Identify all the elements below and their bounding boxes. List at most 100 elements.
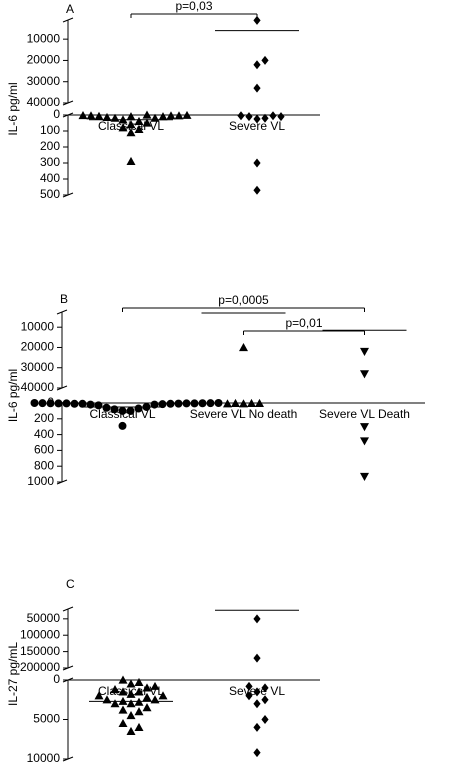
data-point — [261, 715, 269, 724]
data-point — [174, 111, 184, 120]
data-point — [134, 722, 144, 731]
data-point — [239, 342, 248, 352]
data-point — [253, 722, 261, 732]
data-point — [126, 406, 135, 415]
data-point — [126, 699, 136, 708]
data-point — [118, 705, 128, 714]
data-point — [78, 399, 87, 408]
data-point — [142, 692, 152, 701]
data-point — [94, 401, 103, 410]
data-point — [261, 695, 269, 705]
data-point — [134, 124, 144, 133]
data-point — [261, 683, 269, 693]
data-point — [126, 120, 136, 129]
data-point — [253, 114, 261, 124]
data-point — [118, 718, 128, 728]
data-point — [360, 370, 369, 379]
y-tick-label: 20000 — [21, 340, 55, 354]
y-tick-label: 50000 — [27, 611, 61, 625]
data-point — [78, 110, 88, 120]
data-point — [134, 677, 144, 686]
data-point — [360, 437, 369, 446]
data-point — [239, 399, 248, 408]
data-point — [54, 399, 63, 408]
data-point — [70, 399, 79, 408]
data-point — [126, 128, 136, 137]
data-point — [360, 472, 369, 481]
data-point — [253, 60, 261, 70]
y-tick-label: 0 — [53, 672, 60, 686]
data-point — [142, 703, 152, 712]
p-value: p=0,03 — [175, 0, 212, 13]
data-point — [253, 614, 261, 624]
y-tick-label: 400 — [40, 171, 60, 185]
data-point — [102, 112, 112, 121]
y-tick-label: 10000 — [21, 319, 55, 333]
y-tick-label: 400 — [34, 427, 54, 441]
data-point — [118, 123, 128, 132]
data-point — [269, 111, 277, 121]
data-point — [166, 399, 175, 408]
data-point — [38, 399, 47, 408]
data-point — [158, 400, 167, 409]
p-value: p=0,0005 — [218, 293, 269, 307]
data-point — [214, 399, 223, 407]
data-point — [126, 711, 136, 720]
data-point — [245, 691, 253, 701]
y-tick-label: 1000 — [27, 474, 54, 488]
data-point — [142, 683, 152, 692]
data-point — [86, 111, 96, 120]
data-point — [134, 687, 144, 696]
data-point — [126, 726, 136, 735]
data-point — [253, 687, 261, 697]
data-point — [158, 691, 168, 700]
data-point — [126, 112, 136, 121]
data-point — [174, 399, 183, 408]
data-point — [253, 158, 261, 168]
data-point — [360, 423, 369, 432]
data-point — [30, 399, 39, 407]
data-point — [245, 112, 253, 122]
data-point — [245, 681, 253, 691]
y-tick-label: 150000 — [20, 644, 60, 658]
y-tick-label: 100 — [40, 123, 60, 137]
data-point — [360, 347, 369, 357]
y-tick-label: 600 — [34, 443, 54, 457]
x-tick-label: Severe VL — [229, 119, 285, 133]
data-point — [206, 399, 215, 408]
data-point — [277, 112, 285, 122]
data-point — [46, 399, 55, 408]
panel-label: A — [66, 2, 74, 16]
data-point — [134, 404, 143, 413]
data-point — [231, 398, 240, 407]
data-point — [134, 707, 144, 716]
y-tick-label: 30000 — [27, 74, 61, 88]
y-tick-label: 10000 — [27, 31, 61, 45]
y-tick-label: 5000 — [33, 712, 60, 726]
data-point — [253, 185, 261, 195]
data-point — [142, 118, 152, 127]
data-point — [253, 83, 261, 93]
data-point — [261, 113, 269, 123]
y-tick-label: 200000 — [20, 660, 60, 674]
y-axis-label: IL-6 pg/ml — [6, 82, 20, 135]
data-point — [110, 699, 120, 708]
data-point — [118, 675, 128, 684]
data-point — [223, 399, 232, 408]
data-point — [94, 691, 104, 700]
data-point — [118, 421, 127, 430]
y-tick-label: 40000 — [27, 95, 61, 109]
y-tick-label: 300 — [40, 155, 60, 169]
data-point — [182, 399, 191, 408]
data-point — [158, 112, 168, 121]
y-tick-label: 0 — [53, 107, 60, 121]
data-point — [261, 55, 269, 65]
data-point — [166, 111, 176, 120]
data-point — [118, 687, 128, 696]
y-tick-label: 40000 — [21, 380, 55, 394]
data-point — [102, 403, 111, 412]
data-point — [142, 110, 152, 119]
data-point — [255, 398, 264, 407]
y-tick-label: 800 — [34, 458, 54, 472]
